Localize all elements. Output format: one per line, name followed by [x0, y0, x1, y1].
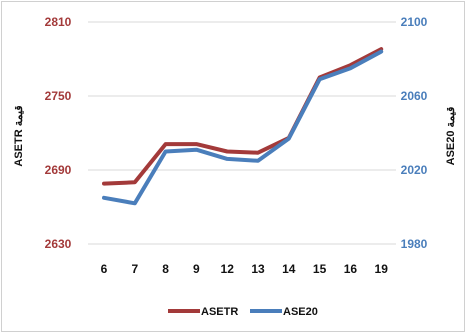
legend-label-asetr: ASETR [201, 306, 238, 318]
x-tick-label: 8 [162, 262, 169, 276]
series-line-ase20 [102, 49, 384, 206]
x-tick-label: 7 [131, 262, 138, 276]
right-axis-title: ASE20 قيمة [445, 107, 457, 166]
left-tick-label: 2810 [45, 15, 72, 29]
x-tick-label: 15 [313, 262, 327, 276]
series-lines [102, 47, 384, 206]
x-tick-label: 6 [101, 262, 108, 276]
x-tick-label: 12 [221, 262, 235, 276]
x-tick-label: 16 [344, 262, 358, 276]
right-axis-ticks: 2100 2060 2020 1980 [401, 15, 428, 251]
x-tick-label: 14 [282, 262, 296, 276]
x-tick-label: 13 [251, 262, 265, 276]
legend-label-ase20: ASE20 [283, 306, 318, 318]
x-tick-label: 19 [375, 262, 389, 276]
right-tick-label: 2060 [401, 89, 428, 103]
legend: ASETR ASE20 [168, 306, 318, 318]
gridlines [88, 21, 396, 245]
left-tick-label: 2630 [45, 237, 72, 251]
left-tick-label: 2750 [45, 89, 72, 103]
right-tick-label: 1980 [401, 237, 428, 251]
right-tick-label: 2100 [401, 15, 428, 29]
series-line-asetr [102, 47, 384, 186]
x-axis-ticks: 6 7 8 9 12 13 14 15 16 19 [101, 262, 389, 276]
x-tick-label: 9 [193, 262, 200, 276]
left-axis-ticks: 2810 2750 2690 2630 [45, 15, 72, 251]
left-tick-label: 2690 [45, 163, 72, 177]
left-axis-title: ASETR قيمة [13, 105, 25, 166]
right-tick-label: 2020 [401, 163, 428, 177]
